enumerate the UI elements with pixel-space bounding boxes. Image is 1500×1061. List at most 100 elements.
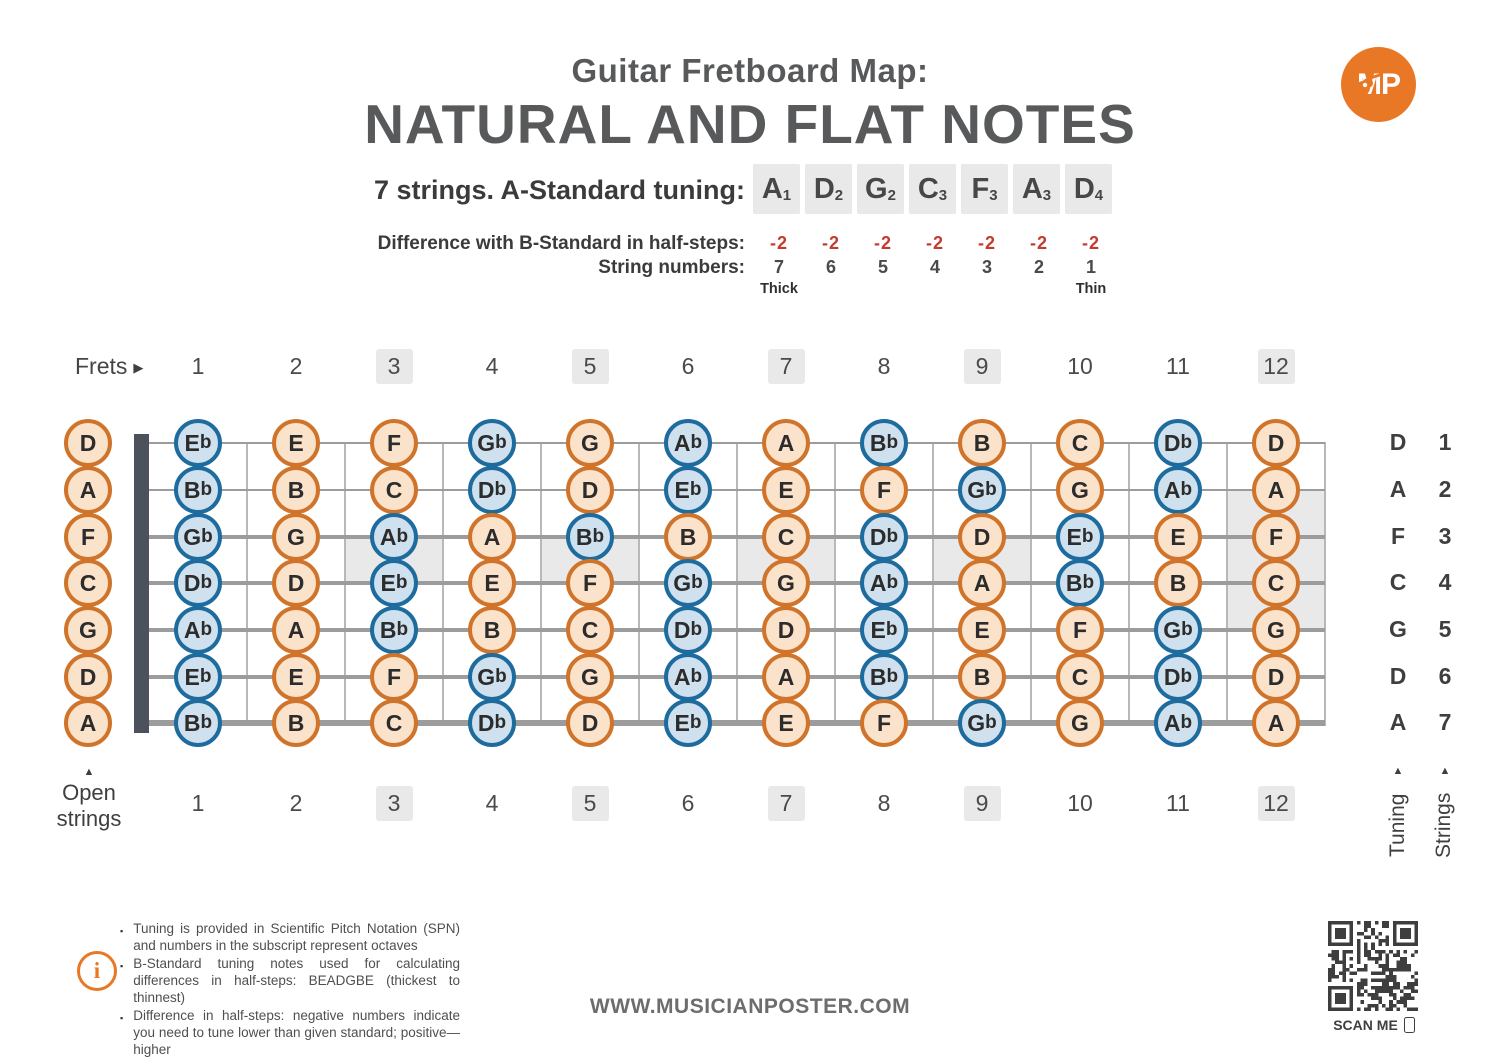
fret-number: 12 — [1257, 349, 1295, 384]
natural-note-circle: C — [762, 513, 810, 561]
guitar-icon — [1356, 73, 1383, 95]
fret-number: 1 — [191, 790, 205, 816]
right-triangle-icon: ▶ — [133, 360, 144, 375]
natural-note-circle: E — [762, 699, 810, 747]
natural-note-circle: F — [370, 419, 418, 467]
fret-number: 11 — [1166, 353, 1190, 379]
tuning-note-octave: 1 — [782, 186, 792, 204]
flat-sign: b — [494, 712, 507, 733]
flat-sign: b — [690, 619, 703, 640]
flat-sign: b — [1181, 619, 1193, 640]
natural-note-circle: F — [370, 653, 418, 701]
natural-note-circle: F — [860, 699, 908, 747]
tuning-letter: C — [1389, 569, 1407, 595]
natural-note-circle: B — [272, 466, 320, 514]
tuning-label: 7 strings. A-Standard tuning: — [374, 175, 745, 205]
fret-number-cell: 6 — [639, 349, 737, 384]
natural-note-circle: C — [1056, 653, 1104, 701]
flat-sign: b — [886, 432, 899, 453]
fret-number: 9 — [963, 786, 1001, 821]
tuning-axis-label: Tuning — [1386, 793, 1409, 857]
flat-sign: b — [396, 526, 409, 547]
flat-sign: b — [199, 666, 212, 687]
info-icon: i — [77, 951, 117, 991]
natural-note-circle: G — [1056, 466, 1104, 514]
up-triangle-icon: ▲ — [83, 766, 95, 778]
flat-sign: b — [886, 526, 899, 547]
fret-number-cell: 10 — [1031, 349, 1129, 384]
fret-number: 7 — [767, 786, 805, 821]
flat-sign: b — [690, 432, 703, 453]
natural-note-circle: E — [468, 559, 516, 607]
phone-icon — [1403, 1017, 1415, 1033]
natural-note-circle: G — [566, 653, 614, 701]
natural-note-circle: B — [272, 699, 320, 747]
string-number: 4 — [929, 257, 940, 277]
flat-sign: b — [1180, 479, 1193, 500]
tuning-letter: A — [1389, 476, 1407, 502]
tuning-letter: G — [1389, 616, 1407, 642]
string-line — [149, 581, 1325, 585]
open-string-note-circle: A — [64, 699, 112, 747]
flat-sign: b — [200, 619, 213, 640]
website-url: WWW.MUSICIANPOSTER.COM — [589, 995, 911, 1018]
natural-note-circle: C — [566, 606, 614, 654]
fret-number-cell: 5 — [541, 349, 639, 384]
string-number-right: 5 — [1438, 616, 1452, 642]
natural-note-circle: A — [762, 419, 810, 467]
fret-number: 9 — [963, 349, 1001, 384]
natural-note-circle: B — [664, 513, 712, 561]
natural-note-circle: E — [272, 653, 320, 701]
fret-number: 10 — [1067, 353, 1093, 379]
fret-number-cell: 9 — [933, 786, 1031, 821]
difference-value: -2 — [769, 233, 788, 253]
flat-sign: b — [985, 712, 997, 733]
tuning-note-octave: 4 — [1094, 186, 1104, 204]
difference-value: -2 — [1029, 233, 1048, 253]
scan-me-label: SCAN ME — [1314, 1017, 1434, 1033]
footnote-text: Difference in half-steps: negative numbe… — [133, 1008, 460, 1057]
strings-axis-label: Strings — [1432, 792, 1455, 858]
fret-number-cell: 3 — [345, 786, 443, 821]
string-line — [149, 627, 1325, 633]
flat-sign: b — [201, 526, 213, 547]
fret-number: 2 — [289, 353, 303, 379]
natural-note-circle: G — [566, 419, 614, 467]
fret-numbers-top: 1 2 3 4 5 6 7 8 9 10 11 12 — [149, 349, 1325, 384]
natural-note-circle: A — [468, 513, 516, 561]
fret-number-cell: 6 — [639, 786, 737, 821]
natural-note-circle: F — [566, 559, 614, 607]
fret-number: 2 — [289, 790, 303, 816]
flat-sign: b — [689, 712, 702, 733]
fret-number-cell: 8 — [835, 349, 933, 384]
string-number-right: 7 — [1438, 709, 1452, 735]
flat-sign: b — [1082, 572, 1095, 593]
flat-sign: b — [495, 432, 507, 453]
natural-note-circle: F — [860, 466, 908, 514]
flat-sign: b — [592, 526, 605, 547]
string-number-right: 4 — [1438, 569, 1452, 595]
fret-number: 3 — [375, 349, 413, 384]
nut-bar — [134, 434, 149, 733]
natural-note-circle: F — [1056, 606, 1104, 654]
fret-number-cell: 10 — [1031, 786, 1129, 821]
flat-sign: b — [495, 666, 507, 687]
up-triangle-icon: ▲ — [1439, 765, 1451, 777]
fret-number: 12 — [1257, 786, 1295, 821]
footnote-item: ▪ Tuning is provided in Scientific Pitch … — [118, 920, 460, 954]
string-line — [149, 488, 1325, 492]
